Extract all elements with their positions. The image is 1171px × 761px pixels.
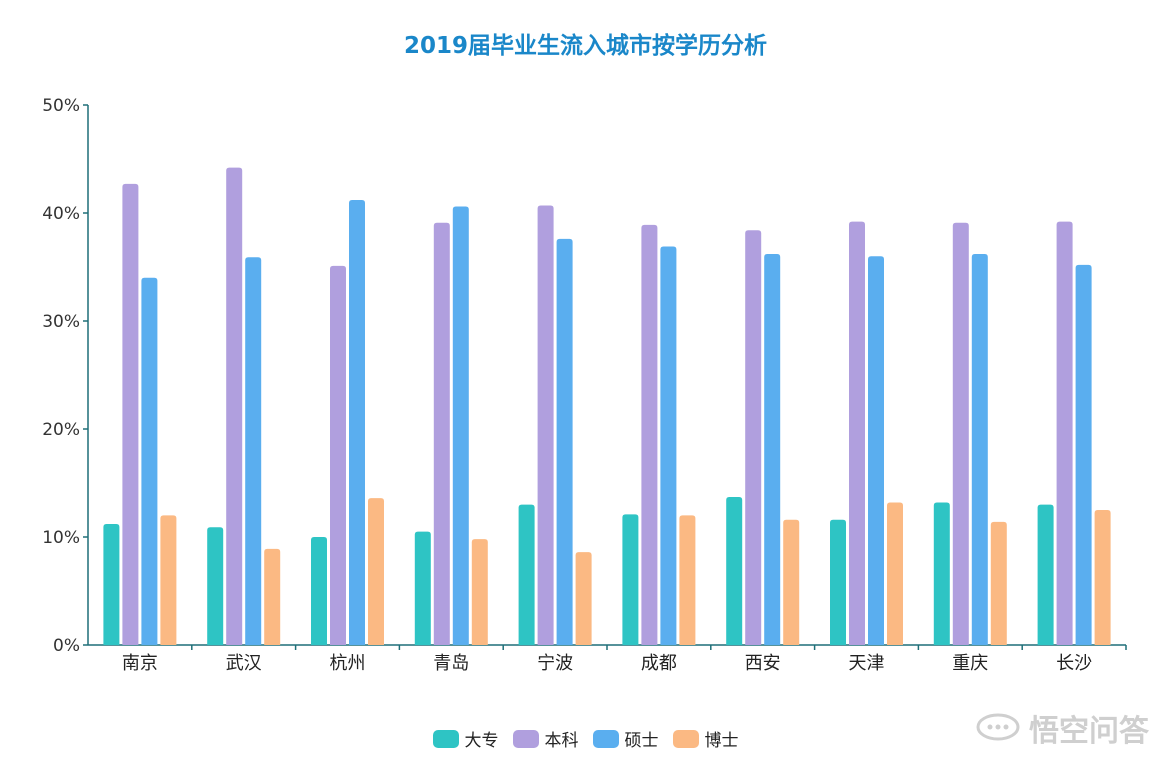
bar [311, 537, 327, 645]
y-tick-label: 40% [42, 204, 80, 224]
legend-label: 硕士 [624, 731, 659, 751]
bar [349, 200, 365, 646]
bar [556, 238, 573, 646]
y-tick-label: 50% [42, 96, 80, 116]
bar [103, 524, 120, 645]
legend-swatch [432, 729, 459, 748]
y-tick-label: 0% [53, 636, 80, 656]
bar [849, 221, 865, 645]
x-tick-label: 宁波 [537, 653, 573, 674]
legend-item-benke[interactable]: 本科 [512, 726, 579, 751]
bar [726, 497, 743, 645]
bar [1094, 510, 1111, 645]
bar [622, 514, 639, 645]
bar [414, 531, 431, 645]
bar [660, 246, 677, 646]
bar [764, 254, 781, 646]
bar [245, 257, 262, 645]
x-tick-label: 长沙 [1056, 653, 1092, 674]
bar [679, 515, 696, 645]
bar [783, 519, 800, 645]
bar [537, 205, 554, 645]
bar [745, 230, 762, 645]
legend-swatch [672, 729, 699, 748]
speech-bubble-icon [976, 713, 1020, 741]
bar [830, 519, 846, 645]
bar [887, 502, 903, 645]
y-tick-label: 30% [42, 312, 80, 332]
legend-label: 大专 [464, 731, 499, 751]
bar [452, 206, 469, 645]
bar [1075, 264, 1092, 645]
bar [990, 521, 1007, 645]
bar [160, 515, 177, 645]
legend-item-boshi[interactable]: 博士 [672, 726, 739, 751]
bar [518, 504, 535, 645]
bar [264, 548, 281, 645]
bar [1056, 221, 1073, 645]
bar [575, 552, 592, 645]
legend-swatch [512, 729, 539, 748]
bar [868, 256, 884, 645]
bar [433, 222, 450, 645]
watermark-text: 悟空问答 [1029, 714, 1149, 749]
legend: 大专 本科 硕士 博士 [0, 726, 1171, 751]
x-tick-label: 南京 [122, 653, 158, 674]
bar [226, 167, 243, 645]
bar [122, 183, 139, 645]
bar [330, 265, 346, 645]
bar [641, 224, 658, 645]
x-axis: 南京 武汉 杭州 青岛 宁波 成都 西安 天津 重庆 长沙 [88, 644, 1127, 674]
legend-swatch [592, 729, 619, 748]
bar [952, 222, 969, 645]
x-tick-label: 天津 [849, 653, 885, 674]
bar [971, 254, 988, 646]
watermark: 悟空问答 [975, 706, 1149, 750]
x-tick-label: 杭州 [330, 653, 366, 674]
x-tick-label: 武汉 [226, 653, 262, 674]
bar [207, 527, 224, 645]
y-axis: 0% 10% 20% 30% 40% 50% [42, 96, 89, 656]
x-tick-label: 成都 [641, 653, 677, 674]
chart-title: 2019届毕业生流入城市按学历分析 [403, 33, 767, 59]
x-tick-label: 青岛 [433, 653, 469, 674]
legend-label: 本科 [544, 731, 579, 751]
bar [1037, 504, 1054, 645]
bar [471, 539, 488, 645]
x-tick-label: 重庆 [952, 653, 988, 674]
x-tick-label: 西安 [745, 653, 781, 674]
legend-item-shuoshi[interactable]: 硕士 [592, 726, 659, 751]
legend-item-dazhuan[interactable]: 大专 [432, 726, 499, 751]
bar [933, 502, 950, 645]
bar [141, 277, 158, 645]
legend-label: 博士 [704, 731, 739, 751]
y-tick-label: 20% [42, 420, 80, 440]
bars [103, 167, 1111, 646]
bar [368, 498, 384, 645]
y-tick-label: 10% [42, 528, 80, 548]
